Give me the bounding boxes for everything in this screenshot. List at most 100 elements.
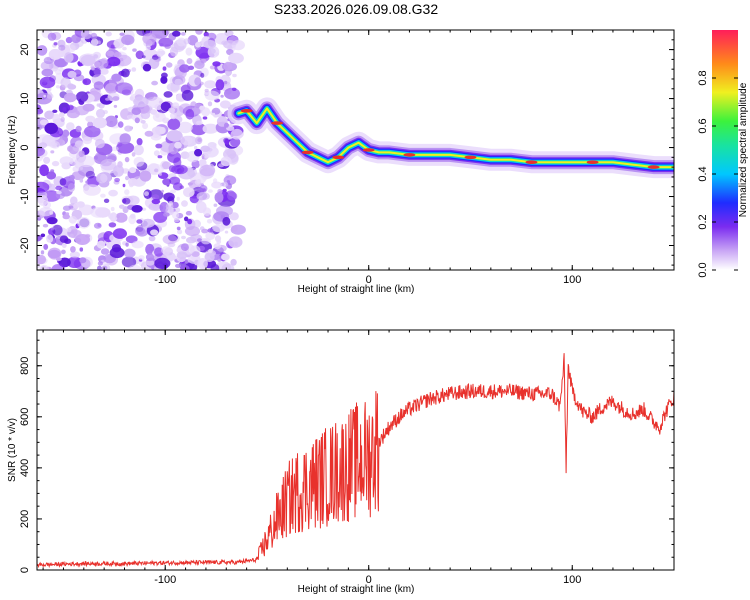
noise-blob [121,256,137,268]
noise-blob [79,178,84,183]
colorbar-gradient [712,30,738,270]
noise-blob [227,35,239,46]
noise-blob [230,258,237,266]
noise-blob [125,235,138,244]
noise-blob [208,248,213,254]
noise-blob [39,164,49,177]
noise-blob [94,61,101,68]
noise-blob [202,116,208,120]
noise-blob [110,44,115,49]
noise-blob [44,110,55,120]
noise-blob [150,229,159,236]
noise-blob [145,45,151,51]
noise-blob [129,96,134,101]
noise-blob [144,191,149,197]
noise-blob [228,236,243,248]
noise-blob [83,184,101,196]
noise-blob [105,82,118,94]
noise-blob [175,263,181,268]
noise-blob [201,228,209,234]
noise-blob [220,94,224,98]
noise-blob [131,240,144,249]
noise-blob [67,70,77,78]
noise-blob [50,169,55,173]
noise-blob [69,174,75,181]
noise-blob [157,155,163,159]
noise-blob [51,264,66,270]
noise-blob [173,218,180,223]
noise-blob [204,80,217,89]
noise-blob [174,78,183,86]
track-peak [464,155,477,160]
track-peak [525,160,538,164]
noise-blob [194,179,201,185]
noise-blob [194,148,203,157]
noise-blob [167,118,181,130]
noise-blob [70,196,78,205]
noise-blob [62,107,67,112]
noise-blob [176,196,180,201]
noise-blob [177,229,183,235]
noise-blob [229,123,233,128]
snr-series-line [37,353,674,569]
noise-blob [125,242,129,247]
noise-blob [154,257,171,269]
noise-blob [85,234,91,238]
noise-blob [232,73,237,78]
noise-blob [100,193,106,198]
noise-blob [131,152,136,157]
noise-blob [162,234,178,245]
noise-blob [58,112,65,118]
noise-blob [51,160,60,167]
noise-blob [130,213,136,219]
noise-blob [162,66,167,71]
noise-region [37,30,246,270]
noise-blob [50,150,55,154]
noise-blob [214,192,224,203]
spectrogram-x-label: Height of straight line (km) [298,284,415,295]
noise-blob [55,185,63,191]
track-peak [362,148,375,152]
noise-blob [58,44,66,51]
noise-blob [93,222,102,229]
noise-blob [172,102,180,109]
noise-blob [141,55,146,59]
noise-blob [74,105,89,116]
noise-blob [180,264,190,270]
noise-blob [196,238,203,243]
noise-blob [131,205,143,213]
track-peak [240,109,253,113]
noise-blob [131,107,142,115]
noise-blob [191,251,200,257]
noise-blob [151,198,161,205]
noise-blob [66,256,83,268]
noise-blob [196,201,207,214]
noise-blob [207,228,214,233]
noise-blob [121,68,130,78]
noise-blob [196,120,203,126]
noise-blob [214,235,222,242]
noise-blob [176,251,188,259]
noise-blob [48,48,63,60]
noise-blob [60,77,71,88]
noise-blob [91,66,95,71]
noise-blob [113,165,124,177]
noise-blob [51,226,55,231]
noise-blob [224,87,240,100]
noise-blob [103,198,110,203]
noise-blob [136,226,146,235]
noise-blob [112,228,127,239]
noise-blob [77,217,91,229]
noise-blob [62,205,71,211]
noise-blob [222,216,231,226]
noise-blob [144,130,154,137]
noise-blob [111,146,119,152]
noise-blob [224,230,229,234]
noise-blob [62,129,70,138]
noise-blob [47,32,57,41]
noise-blob [123,248,136,258]
noise-blob [197,138,202,142]
colorbar-label: Normalized spectral amplitude [738,82,749,217]
x-tick-label: -100 [154,574,176,586]
noise-blob [50,141,60,149]
